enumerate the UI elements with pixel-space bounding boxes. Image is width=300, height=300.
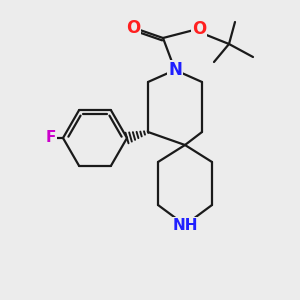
Text: F: F <box>46 130 56 146</box>
Text: O: O <box>126 19 140 37</box>
Text: O: O <box>192 20 206 38</box>
Text: N: N <box>168 61 182 79</box>
Text: NH: NH <box>172 218 198 232</box>
